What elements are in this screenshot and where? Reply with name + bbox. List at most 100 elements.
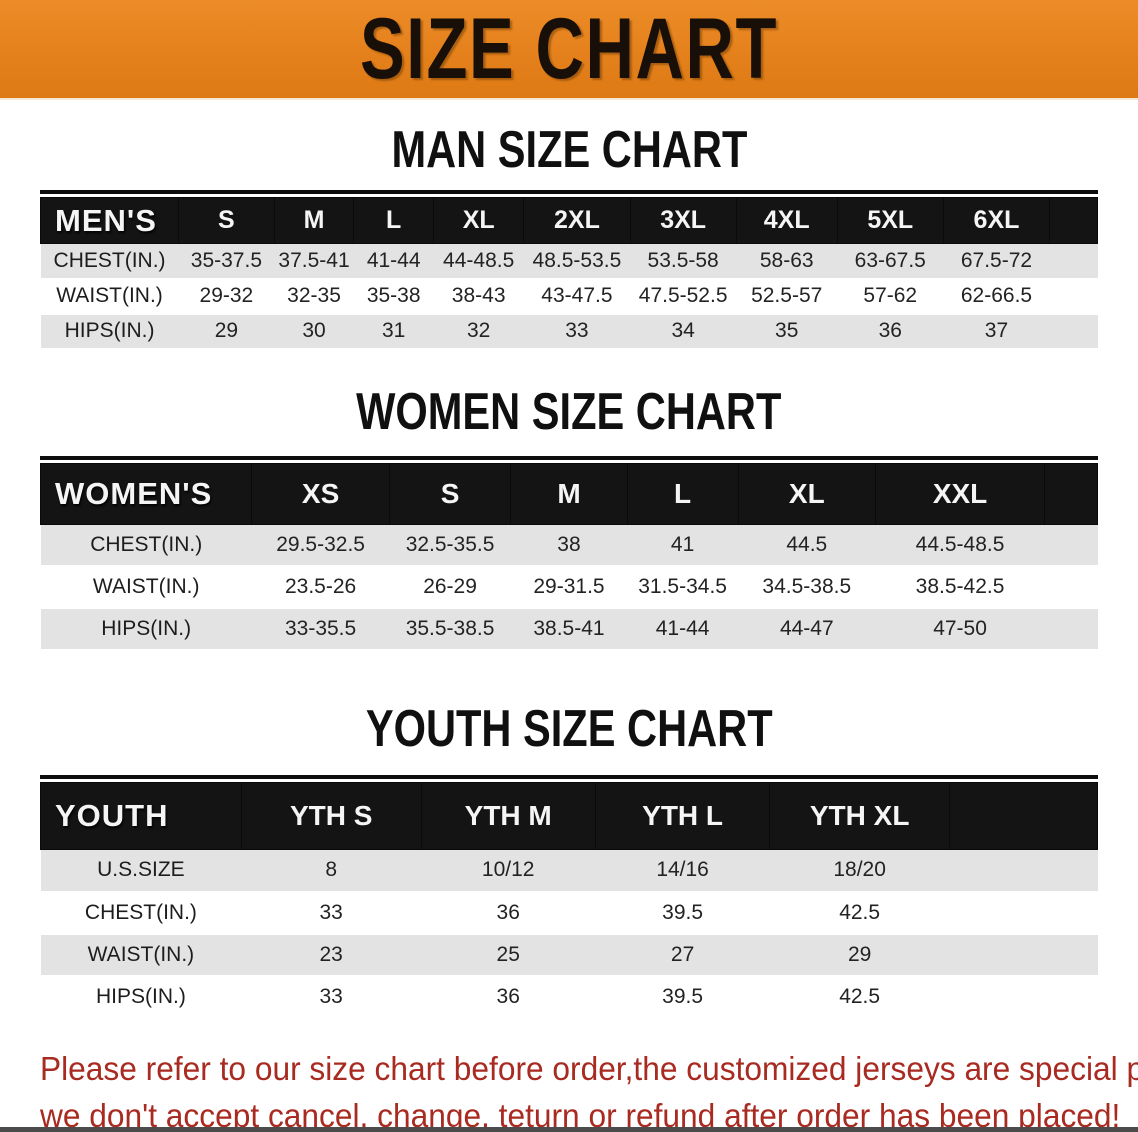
banner-title: SIZE CHART xyxy=(359,1,779,97)
size-value: 36 xyxy=(421,891,596,935)
men-section-heading-text: MAN SIZE CHART xyxy=(391,121,747,179)
size-column-header: S xyxy=(178,197,275,244)
size-value: 32 xyxy=(433,313,524,350)
size-value: 23 xyxy=(241,933,422,977)
size-value: 29 xyxy=(769,933,950,977)
banner: SIZE CHART xyxy=(0,0,1138,100)
size-column-header: L xyxy=(353,197,435,244)
mens-size-table: MEN'S S M L XL 2XL 3XL 4XL 5XL 6XL CHEST(IN.) 35-37… xyxy=(39,190,1098,350)
size-column-header: 6XL xyxy=(942,197,1051,244)
measure-label: WAIST(IN.) xyxy=(40,278,179,315)
measure-label: U.S.SIZE xyxy=(40,849,242,893)
measure-label: CHEST(IN.) xyxy=(40,243,179,280)
size-value: 41-44 xyxy=(627,608,739,651)
size-column-header: M xyxy=(510,462,628,525)
youth-section-heading-text: YOUTH SIZE CHART xyxy=(365,700,773,758)
size-value: 32.5-35.5 xyxy=(389,524,511,567)
size-value: 33-35.5 xyxy=(251,608,390,651)
size-value: 62-66.5 xyxy=(943,278,1050,315)
size-value: 53.5-58 xyxy=(630,243,737,280)
size-column-header: L xyxy=(626,462,739,525)
size-value: 41-44 xyxy=(353,243,434,280)
size-value: 38.5-42.5 xyxy=(875,566,1045,609)
size-value: 30 xyxy=(274,313,354,350)
size-value: 39.5 xyxy=(595,891,770,935)
size-value: 29-31.5 xyxy=(510,566,628,609)
size-value: 58-63 xyxy=(736,243,838,280)
size-column-header: 2XL xyxy=(523,197,631,244)
size-value: 31 xyxy=(353,313,434,350)
size-value: 42.5 xyxy=(769,891,950,935)
size-value: 37.5-41 xyxy=(274,243,354,280)
size-value: 38.5-41 xyxy=(510,608,628,651)
disclaimer-line-2: we don't accept cancel, change, teturn o… xyxy=(40,1096,1121,1132)
size-column-header: XXL xyxy=(874,462,1046,525)
size-value: 52.5-57 xyxy=(736,278,838,315)
size-value: 44.5 xyxy=(738,524,876,567)
measure-label: HIPS(IN.) xyxy=(40,608,252,651)
size-value: 33 xyxy=(241,975,422,1019)
size-value: 32-35 xyxy=(274,278,354,315)
size-column-header: XL xyxy=(737,462,877,525)
size-value xyxy=(1044,608,1098,651)
size-value xyxy=(1044,524,1098,567)
size-column-header: YTH L xyxy=(594,782,771,850)
table-top-rule xyxy=(40,455,1098,460)
size-value xyxy=(1049,243,1098,280)
size-value xyxy=(1049,313,1098,350)
size-value: 42.5 xyxy=(769,975,950,1019)
measure-label: HIPS(IN.) xyxy=(40,975,242,1019)
youth-section-heading: YOUTH SIZE CHART xyxy=(0,703,1138,755)
size-value: 29.5-32.5 xyxy=(251,524,390,567)
size-value: 63-67.5 xyxy=(837,243,944,280)
size-value: 25 xyxy=(421,933,596,977)
size-value: 39.5 xyxy=(595,975,770,1019)
size-value: 33 xyxy=(523,313,631,350)
size-column-header xyxy=(1044,462,1098,525)
size-column-header: YTH S xyxy=(240,782,422,850)
table-top-rule xyxy=(40,775,1098,779)
measure-label: CHEST(IN.) xyxy=(40,524,252,567)
size-value: 43-47.5 xyxy=(523,278,631,315)
size-value: 47.5-52.5 xyxy=(630,278,737,315)
size-value xyxy=(949,933,1098,977)
womens-size-table: WOMEN'S XS S M L XL XXL CHEST(IN.) 29.5-32.5 32.5… xyxy=(39,455,1098,651)
size-value xyxy=(1049,278,1098,315)
size-column-header: 4XL xyxy=(735,197,838,244)
table-row: WAIST(IN.) 23 25 27 29 xyxy=(40,933,1098,977)
size-value: 8 xyxy=(241,849,422,893)
women-section-heading-text: WOMEN SIZE CHART xyxy=(356,382,782,441)
bottom-edge-strip xyxy=(0,1127,1138,1132)
disclaimer-line-1: Please refer to our size chart before or… xyxy=(40,1049,1138,1087)
size-value: 35 xyxy=(736,313,838,350)
size-column-header: 5XL xyxy=(836,197,944,244)
table-corner-label: WOMEN'S xyxy=(39,462,253,525)
womens-table: WOMEN'S XS S M L XL XXL CHEST(IN.) 29.5-32.5 32.5… xyxy=(39,462,1098,651)
table-row: WAIST(IN.) 23.5-26 26-29 29-31.5 31.5-34.5 34… xyxy=(40,566,1098,609)
youth-table: YOUTH YTH S YTH M YTH L YTH XL U.S.SIZE 8 10/12… xyxy=(40,782,1099,1019)
size-value: 36 xyxy=(837,313,944,350)
size-column-header: YTH M xyxy=(420,782,596,850)
measure-label: CHEST(IN.) xyxy=(40,891,242,935)
size-column-header: 3XL xyxy=(629,197,737,244)
men-section-heading: MAN SIZE CHART xyxy=(0,124,1138,176)
size-value: 18/20 xyxy=(769,849,950,893)
disclaimer-note: Please refer to our size chart before or… xyxy=(40,1045,1138,1132)
size-value: 57-62 xyxy=(837,278,944,315)
size-value: 34 xyxy=(630,313,737,350)
table-top-rule xyxy=(40,190,1098,194)
size-value: 44-47 xyxy=(738,608,876,651)
size-value xyxy=(949,849,1098,893)
measure-label: WAIST(IN.) xyxy=(40,933,242,977)
size-value: 41 xyxy=(627,524,739,567)
size-value: 35-38 xyxy=(353,278,434,315)
size-value: 35-37.5 xyxy=(178,243,275,280)
mens-table: MEN'S S M L XL 2XL 3XL 4XL 5XL 6XL CHEST(IN.) 35-37… xyxy=(39,197,1098,350)
size-column-header: YTH XL xyxy=(769,782,950,850)
size-value: 47-50 xyxy=(875,608,1045,651)
size-value: 14/16 xyxy=(595,849,770,893)
size-value: 67.5-72 xyxy=(943,243,1050,280)
table-row: CHEST(IN.) 33 36 39.5 42.5 xyxy=(40,891,1098,935)
measure-label: WAIST(IN.) xyxy=(40,566,252,609)
